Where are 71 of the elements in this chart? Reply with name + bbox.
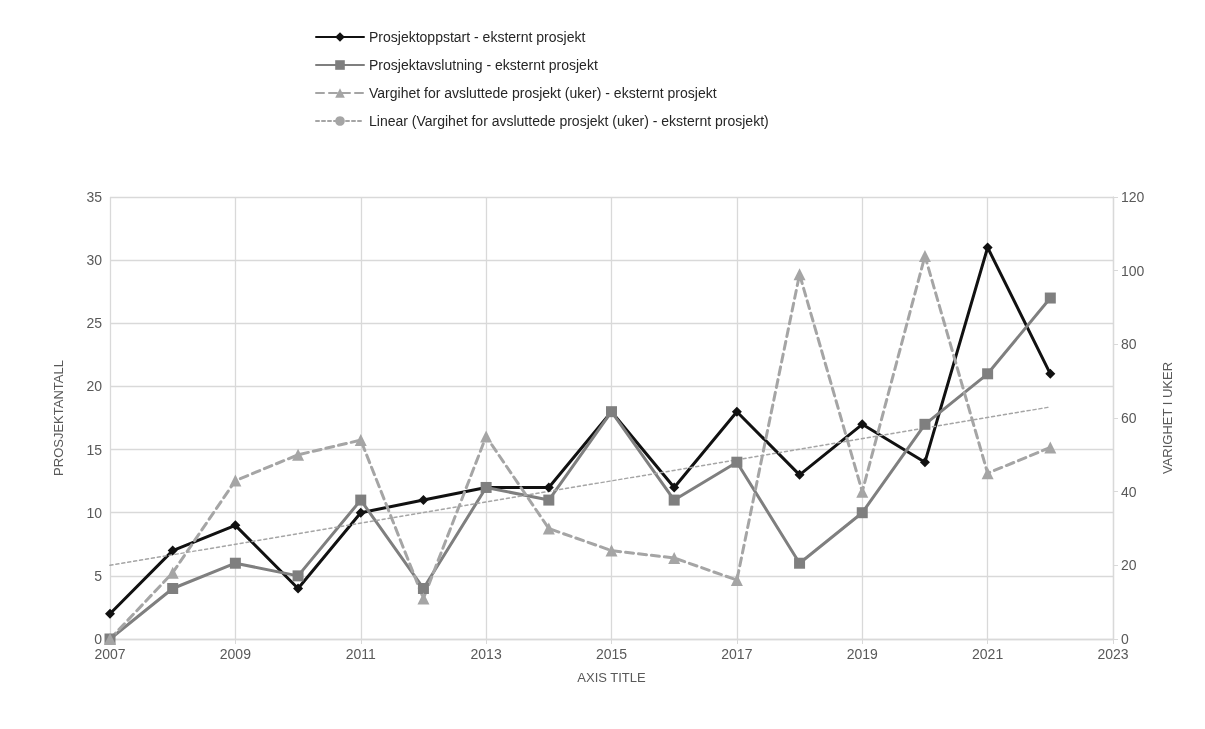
y-tick-label: 0 — [94, 631, 103, 647]
point — [668, 494, 680, 506]
point — [293, 583, 304, 594]
y2-tick-label: 40 — [1121, 483, 1137, 500]
point — [354, 434, 367, 447]
point — [480, 430, 493, 443]
point — [982, 242, 993, 253]
y2-tick-label: 100 — [1121, 262, 1145, 279]
point — [731, 456, 743, 468]
x-tick-label: 2019 — [846, 646, 879, 662]
point — [167, 582, 179, 594]
legend-label: Linear (Vargihet for avsluttede prosjekt (uker) - eksternt prosjekt) — [369, 113, 769, 129]
point — [730, 574, 743, 587]
point — [918, 249, 931, 262]
x-tick-label: 2009 — [219, 646, 252, 662]
point — [230, 520, 241, 531]
point — [794, 557, 806, 569]
legend-label: Vargihet for avsluttede prosjekt (uker) - eksternt prosjekt — [369, 85, 717, 101]
point — [355, 494, 367, 506]
y2-tick-label: 120 — [1121, 189, 1145, 205]
point — [1045, 368, 1056, 379]
point — [794, 469, 805, 480]
legend-label: Prosjektavslutning - eksternt prosjekt — [369, 57, 598, 73]
x-tick-label: 2021 — [972, 646, 1004, 662]
y-axis-title: PROSJEKTANTALL — [51, 360, 66, 476]
point — [668, 551, 681, 564]
point — [1044, 292, 1056, 304]
point — [418, 495, 429, 506]
y-tick-label: 5 — [94, 567, 103, 584]
point — [856, 485, 869, 498]
point — [292, 570, 304, 582]
point — [355, 507, 366, 518]
y-tick-label: 35 — [86, 189, 103, 205]
y2-tick-label: 20 — [1121, 557, 1137, 574]
x-tick-label: 2007 — [94, 646, 126, 662]
x-tick-label: 2013 — [470, 646, 502, 662]
point — [542, 522, 555, 535]
point — [731, 406, 742, 417]
point — [417, 592, 430, 605]
point — [105, 608, 115, 619]
y-tick-label: 20 — [86, 378, 103, 395]
x-axis-title: AXIS TITLE — [577, 670, 647, 685]
y-tick-label: 15 — [86, 441, 103, 458]
point — [919, 418, 931, 430]
y2-tick-label: 0 — [1121, 631, 1129, 647]
point — [229, 557, 241, 569]
point — [292, 448, 305, 461]
y-tick-label: 25 — [86, 315, 103, 332]
point — [982, 368, 994, 380]
y2-tick-label: 80 — [1121, 336, 1137, 353]
point — [543, 494, 555, 506]
point — [229, 474, 242, 487]
y2-tick-label: 60 — [1121, 410, 1137, 426]
legend-label: Prosjektoppstart - eksternt prosjekt — [369, 29, 586, 45]
point — [981, 467, 994, 480]
point — [417, 582, 429, 594]
x-tick-label: 2017 — [721, 646, 753, 662]
y-tick-label: 30 — [86, 252, 103, 269]
point — [1044, 441, 1057, 454]
point — [605, 544, 618, 557]
point — [856, 507, 868, 519]
point — [793, 268, 806, 281]
point — [919, 457, 930, 468]
point — [669, 482, 680, 493]
x-tick-label: 2011 — [345, 646, 377, 662]
y-tick-label: 10 — [86, 504, 103, 521]
x-tick-label: 2023 — [1097, 646, 1129, 662]
point — [857, 419, 868, 430]
x-tick-label: 2015 — [595, 646, 628, 662]
point — [167, 545, 178, 556]
y2-axis-title: VARIGHET I UKER — [1160, 361, 1175, 475]
